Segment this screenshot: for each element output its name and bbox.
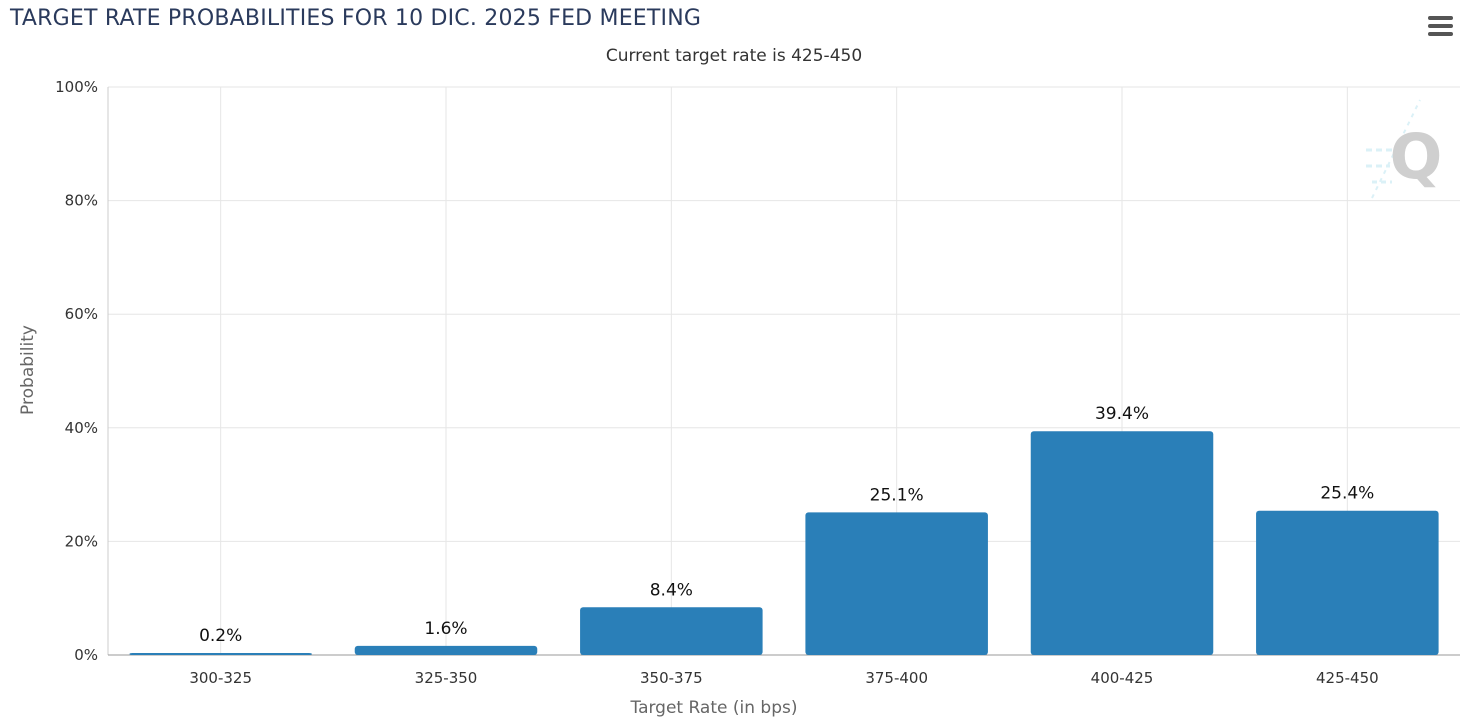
bar-375-400[interactable] <box>805 512 988 655</box>
hamburger-menu-icon-line <box>1428 24 1453 28</box>
bar-400-425[interactable] <box>1030 431 1214 655</box>
hamburger-menu-icon <box>1428 16 1453 20</box>
chart-subtitle: Current target rate is 425-450 <box>605 46 863 66</box>
bar-350-375[interactable] <box>580 607 763 655</box>
y-tick-label: 0% <box>74 646 98 664</box>
x-tick-label: 425-450 <box>1316 669 1379 687</box>
quikstrike-q-logo-icon: Q <box>1366 99 1443 199</box>
y-tick-label: 80% <box>65 192 98 210</box>
data-label-350-375: 8.4% <box>650 580 693 600</box>
watermark-q-text: Q <box>1390 120 1443 193</box>
bar-325-350[interactable] <box>354 645 538 655</box>
x-axis-title: Target Rate (in bps) <box>630 698 798 718</box>
x-tick-label: 375-400 <box>865 669 928 687</box>
x-tick-label: 300-325 <box>189 669 252 687</box>
x-tick-label: 400-425 <box>1091 669 1154 687</box>
data-label-375-400: 25.1% <box>870 485 924 505</box>
bar-300-325[interactable] <box>129 653 312 655</box>
y-axis-title: Probability <box>18 325 38 415</box>
chart-title: TARGET RATE PROBABILITIES FOR 10 DIC. 20… <box>10 6 702 31</box>
data-label-425-450: 25.4% <box>1320 484 1374 504</box>
data-label-400-425: 39.4% <box>1095 404 1149 424</box>
bar-425-450[interactable] <box>1256 510 1439 655</box>
chart-menu-button[interactable] <box>1424 12 1456 42</box>
x-tick-label: 325-350 <box>415 669 478 687</box>
data-label-300-325: 0.2% <box>199 626 242 646</box>
y-tick-label: 20% <box>65 532 98 550</box>
axes <box>107 87 1460 656</box>
data-label-325-350: 1.6% <box>424 619 467 639</box>
y-tick-label: 60% <box>65 305 98 323</box>
y-tick-label: 40% <box>65 419 98 437</box>
x-tick-label: 350-375 <box>640 669 703 687</box>
hamburger-menu-icon-line <box>1428 32 1453 36</box>
bars <box>129 431 1439 655</box>
y-tick-label: 100% <box>55 78 98 96</box>
labels: 0% 20% 40% 60% 80% 100% 0.2% 300-325 1.6% 325-350… <box>55 78 1379 687</box>
